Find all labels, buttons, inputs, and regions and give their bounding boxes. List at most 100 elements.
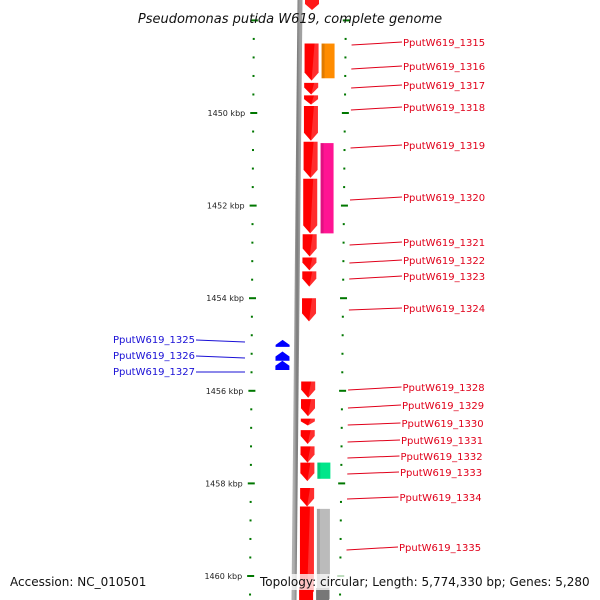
minor-tick [341,352,344,355]
gene-track [275,0,319,600]
minor-tick [341,315,344,318]
forward-gene-highlight [308,381,316,398]
minor-tick [343,186,346,189]
gene-label: PputW619_1321 [403,238,485,249]
label-connector [351,65,403,70]
minor-tick [252,37,255,40]
label-connector [350,144,403,149]
backbone-line [291,0,303,600]
forward-gene [300,446,315,463]
gene-label: PputW619_1328 [403,383,485,394]
minor-tick [341,334,344,337]
gene-label: PputW619_1326 [113,351,195,362]
gene-label: PputW619_1332 [401,452,483,463]
gene-labels: PputW619_1315 PputW619_1316 PputW619_1317 P… [113,38,485,554]
forward-gene [302,234,317,257]
topology-label: Topology: circular; Length: 5,774,330 bp… [258,574,592,590]
feature-track [316,43,335,600]
forward-gene [303,106,318,141]
gene-label: PputW619_1316 [403,62,485,73]
minor-tick [250,352,253,355]
minor-tick [343,149,346,152]
major-tick [342,19,350,22]
major-tick [341,112,349,114]
minor-tick [249,500,252,503]
minor-tick [344,74,347,77]
forward-gene-highlight [311,95,319,105]
scale-label: 1460 kbp [204,572,242,581]
pink-feature-shade [320,143,324,234]
major-tick [250,19,258,22]
gene-label: PputW619_1331 [401,436,483,447]
minor-tick [249,556,252,559]
gene-label: PputW619_1325 [113,335,195,346]
minor-tick [342,278,345,281]
forward-gene [300,418,315,426]
gene-label: PputW619_1327 [113,367,195,378]
major-tick [340,297,348,300]
forward-gene-highlight [309,234,317,257]
forward-gene [304,82,319,95]
gene-label: PputW619_1323 [403,272,485,283]
major-tick [249,204,257,207]
gray-feature-shade [316,508,320,600]
minor-tick [343,130,346,133]
minor-tick [252,56,255,59]
label-connector [347,471,400,475]
minor-tick [252,74,255,77]
forward-gene-highlight [307,418,315,426]
forward-gene [304,95,319,105]
minor-tick [339,519,342,522]
forward-gene [302,271,317,287]
forward-gene [302,257,317,271]
forward-gene-highlight [307,446,315,463]
minor-tick [339,556,342,559]
forward-gene-highlight [309,298,317,322]
label-connector [347,439,401,443]
label-connector [195,339,246,343]
label-connector [348,307,403,311]
label-connector [349,196,403,201]
minor-tick [250,408,253,411]
minor-tick [249,519,252,522]
orange-feature-shade [321,43,325,79]
forward-gene [300,488,315,507]
gene-label: PputW619_1315 [403,38,485,49]
major-tick [338,482,346,485]
major-tick [249,297,257,300]
gene-label: PputW619_1334 [400,493,482,504]
label-connector [349,259,403,264]
minor-tick [341,371,344,374]
gene-label: PputW619_1335 [399,543,481,554]
forward-gene-highlight [307,430,315,445]
minor-tick [252,93,255,96]
minor-tick [252,130,255,133]
minor-tick [250,445,253,448]
label-connector [346,546,399,551]
label-connector [347,404,402,409]
gene-label: PputW619_1320 [403,193,485,204]
scale-label: 1450 kbp [208,109,246,118]
forward-gene-highlight [308,399,316,417]
label-connector [348,386,402,391]
minor-tick [251,278,254,281]
major-tick [250,112,258,114]
minor-tick [339,593,342,596]
minor-tick [250,334,253,337]
scale-label: 1454 kbp [206,294,244,303]
forward-gene-highlight [307,488,315,507]
minor-tick [249,593,252,596]
gray-feature-partial [316,588,330,600]
pink-feature [320,143,334,234]
minor-tick [250,371,253,374]
minor-tick [344,56,347,59]
gene-label: PputW619_1330 [402,419,484,430]
label-connector [346,496,399,500]
gene-label: PputW619_1329 [402,401,484,412]
label-connector [195,355,246,359]
accession-label: Accession: NC_010501 [8,574,149,590]
forward-gene [303,141,318,178]
forward-gene-highlight [310,106,318,141]
minor-tick [340,408,343,411]
forward-gene [304,43,319,81]
